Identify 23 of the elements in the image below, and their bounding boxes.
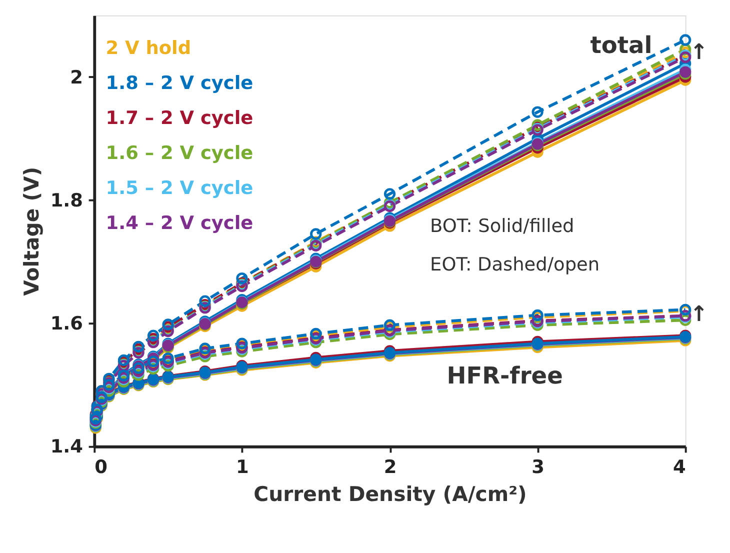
annotation: EOT: Dashed/open <box>430 254 600 276</box>
y-axis-title: Voltage (V) <box>20 166 44 296</box>
x-tick-label: 0 <box>94 457 108 478</box>
x-axis-title: Current Density (A/cm²) <box>254 482 527 506</box>
x-tick-label: 3 <box>532 457 544 478</box>
text: 1.7 – 2 V cycle <box>106 108 254 130</box>
annotation: HFR-free <box>446 362 563 390</box>
text: 1.5 – 2 V cycle <box>106 178 254 199</box>
x-tick-label: 2 <box>384 457 397 478</box>
x-tick-label: 4 <box>672 457 686 478</box>
annotation: total <box>590 32 652 60</box>
text: 2 V hold <box>106 38 192 60</box>
y-tick-label: 1.6 <box>50 314 83 335</box>
text: 1.6 – 2 V cycle <box>106 143 254 164</box>
text: 1.4 – 2 V cycle <box>106 212 254 234</box>
y-tick-label: 1.4 <box>50 436 83 458</box>
text: 1.8 – 2 V cycle <box>106 73 254 94</box>
y-tick-label: 2 <box>70 67 83 88</box>
annotation: ↑ <box>690 302 708 327</box>
y-tick-label: 1.8 <box>50 190 83 212</box>
annotation: BOT: Solid/filled <box>430 216 574 237</box>
x-tick-label: 1 <box>236 457 249 478</box>
annotation: ↑ <box>690 40 708 66</box>
